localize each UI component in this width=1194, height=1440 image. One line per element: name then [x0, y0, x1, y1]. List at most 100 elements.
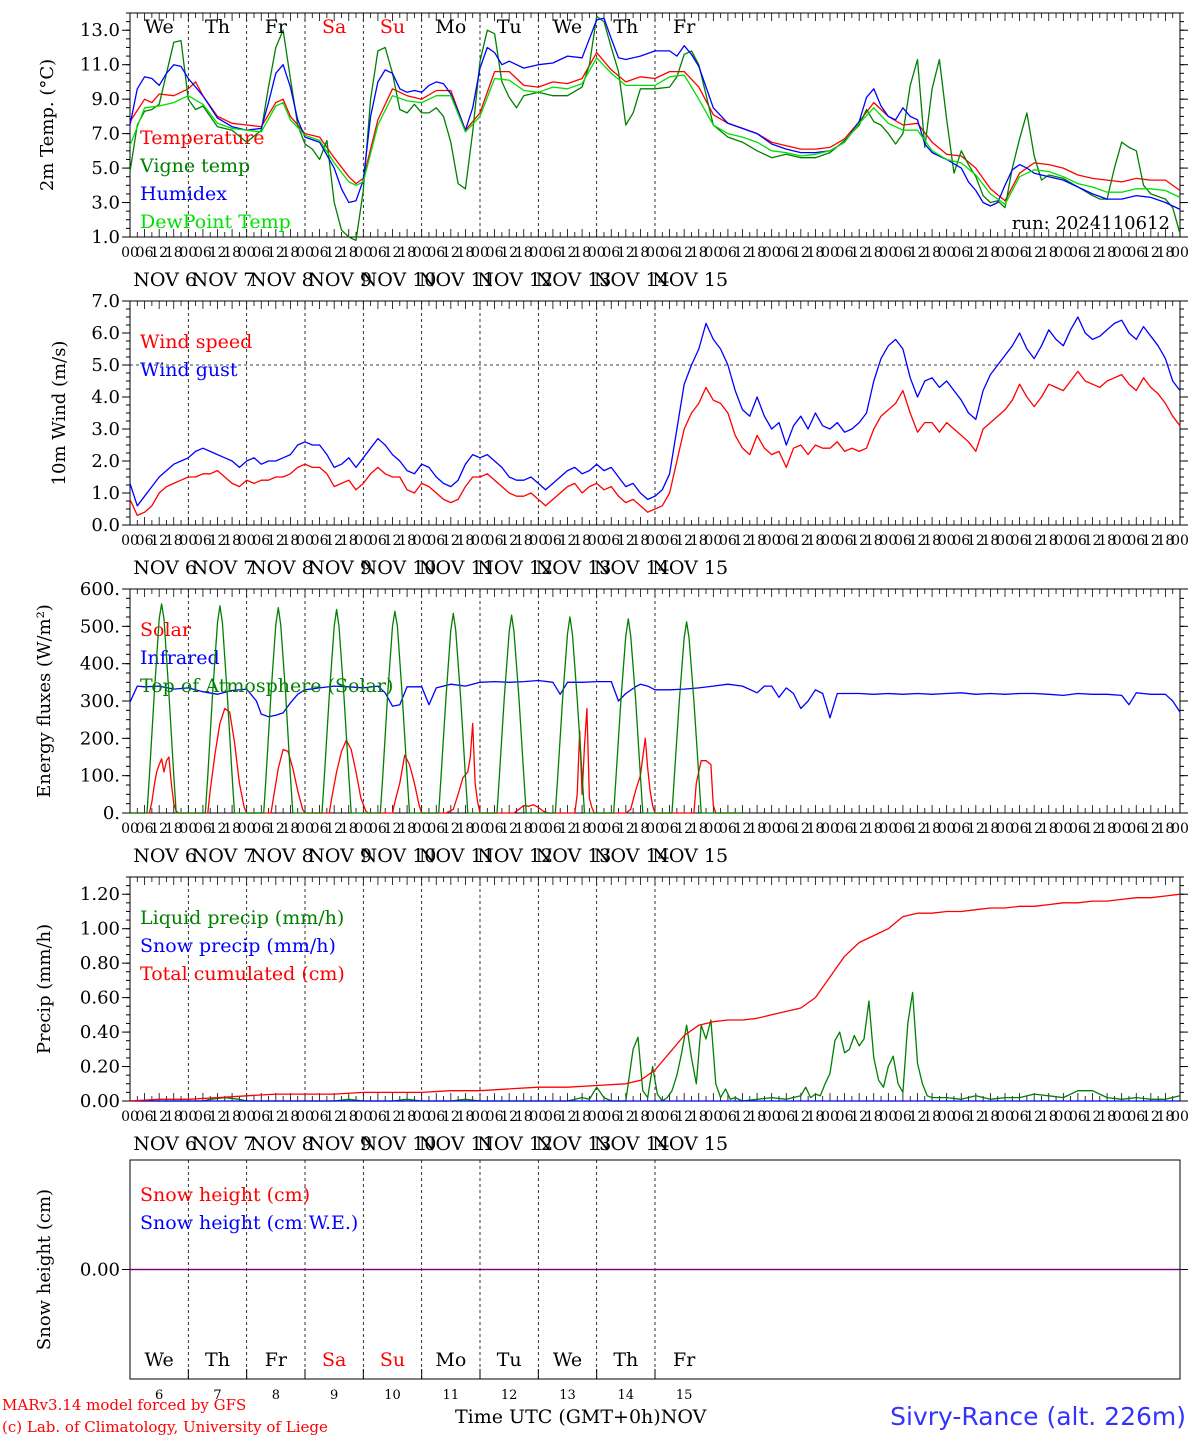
hour-tick-label: 00	[238, 245, 256, 261]
hour-tick-label: 06	[544, 533, 562, 549]
panel-2: 0.0 1.0 2.0 3.0 4.0 5.0 6.0 7.0 10m Wind (m/s) Wi…	[49, 291, 1189, 579]
hour-tick-label: 06	[252, 245, 270, 261]
day-abbr: Mo	[435, 16, 466, 38]
hour-tick-label: 12	[1025, 1109, 1043, 1125]
hour-tick-label: 12	[1142, 1109, 1160, 1125]
hour-tick-label: 18	[573, 1109, 591, 1125]
hour-tick-label: 18	[340, 1109, 358, 1125]
hour-tick-label: 18	[923, 821, 941, 837]
date-label: NOV 10	[361, 269, 437, 291]
hour-tick-label: 00	[646, 821, 664, 837]
hour-tick-label: 00	[938, 821, 956, 837]
hour-tick-label: 12	[967, 533, 985, 549]
hour-tick-label: 06	[1011, 533, 1029, 549]
hour-tick-label: 18	[865, 821, 883, 837]
y-tick-label: 1.0	[91, 483, 120, 504]
hour-tick-label: 12	[1084, 245, 1102, 261]
hour-tick-label: 06	[777, 821, 795, 837]
hour-tick-label: 00	[413, 821, 431, 837]
hour-tick-label: 06	[894, 1109, 912, 1125]
date-label: NOV 10	[361, 1133, 437, 1155]
hour-tick-label: 12	[617, 245, 635, 261]
hour-tick-label: 00	[179, 533, 197, 549]
hour-tick-label: 06	[661, 1109, 679, 1125]
day-abbr: Mo	[435, 1349, 466, 1371]
hour-tick-label: 12	[500, 821, 518, 837]
hour-tick-label: 12	[442, 821, 460, 837]
hour-tick-label: 00	[354, 1109, 372, 1125]
hour-tick-label: 06	[544, 1109, 562, 1125]
y-tick-label: 13.0	[80, 20, 120, 41]
y-tick-label: 7.0	[91, 124, 120, 145]
hour-tick-label: 06	[952, 1109, 970, 1125]
panel-3: 0. 100. 200. 300. 400. 500. 600. Energy fluxes …	[34, 579, 1189, 867]
hour-tick-label: 06	[836, 821, 854, 837]
hour-tick-label: 06	[1011, 821, 1029, 837]
hour-tick-label: 00	[763, 245, 781, 261]
hour-tick-label: 00	[588, 1109, 606, 1125]
hour-tick-label: 12	[325, 821, 343, 837]
hour-tick-label: 00	[529, 245, 547, 261]
hour-tick-label: 06	[1127, 533, 1145, 549]
y-tick-label: 9.0	[91, 89, 120, 110]
panel-5: 0.00 Snow height (cm) Snow height (cm) Snow…	[34, 1159, 1188, 1403]
hour-tick-label: 00	[1171, 821, 1189, 837]
date-label: NOV 8	[250, 845, 314, 867]
hour-tick-label: 00	[588, 245, 606, 261]
legend-entry: Solar	[140, 619, 192, 641]
hour-tick-label: 06	[952, 821, 970, 837]
hour-tick-label: 00	[238, 533, 256, 549]
series-line-dewpoint-temp	[129, 57, 1181, 205]
hour-tick-label: 06	[544, 821, 562, 837]
chart-panels: 1.0 3.0 5.0 7.0 9.0 11.0 13.0 2m Temp. (°C) Temp…	[34, 12, 1189, 1403]
hour-tick-label: 06	[194, 1109, 212, 1125]
hour-tick-label: 12	[267, 533, 285, 549]
hour-tick-label: 00	[821, 245, 839, 261]
hour-tick-label: 18	[282, 1109, 300, 1125]
y-tick-label: 100.	[80, 766, 120, 787]
hour-tick-label: 06	[427, 245, 445, 261]
hour-tick-label: 00	[413, 1109, 431, 1125]
date-label: NOV 12	[477, 845, 553, 867]
date-label: NOV 15	[652, 1133, 728, 1155]
hour-tick-label: 06	[252, 1109, 270, 1125]
date-label: NOV 14	[594, 269, 670, 291]
hour-tick-label: 12	[617, 821, 635, 837]
date-number: 11	[443, 1388, 460, 1403]
y-tick-label: 6.0	[91, 323, 120, 344]
hour-tick-label: 18	[807, 821, 825, 837]
hour-tick-label: 00	[529, 533, 547, 549]
series-line-wind-speed	[129, 370, 1181, 517]
day-abbr: Su	[380, 1349, 405, 1371]
hour-tick-label: 00	[763, 1109, 781, 1125]
panel-1: 1.0 3.0 5.0 7.0 9.0 11.0 13.0 2m Temp. (°C) Temp…	[37, 12, 1189, 291]
hour-tick-label: 12	[500, 1109, 518, 1125]
hour-tick-label: 06	[369, 533, 387, 549]
date-label: NOV 15	[652, 845, 728, 867]
hour-tick-label: 06	[894, 533, 912, 549]
hour-tick-label: 06	[486, 245, 504, 261]
hour-tick-label: 00	[704, 1109, 722, 1125]
hour-tick-label: 18	[1040, 1109, 1058, 1125]
hour-tick-label: 18	[865, 533, 883, 549]
hour-tick-label: 18	[690, 533, 708, 549]
hour-tick-label: 12	[559, 533, 577, 549]
hour-tick-label: 18	[282, 821, 300, 837]
y-tick-label: 0.20	[80, 1057, 120, 1078]
hour-tick-label: 12	[384, 1109, 402, 1125]
hour-tick-label: 00	[704, 533, 722, 549]
hour-tick-label: 06	[777, 533, 795, 549]
hour-tick-label: 18	[690, 245, 708, 261]
hour-tick-label: 06	[369, 821, 387, 837]
hour-tick-label: 12	[734, 533, 752, 549]
y-tick-label: 200.	[80, 728, 120, 749]
hour-tick-label: 00	[1171, 245, 1189, 261]
hour-tick-label: 12	[909, 821, 927, 837]
hour-tick-label: 18	[573, 533, 591, 549]
hour-tick-label: 06	[544, 245, 562, 261]
hour-tick-label: 18	[223, 1109, 241, 1125]
legend-entry: Infrared	[140, 647, 220, 669]
hour-tick-label: 00	[413, 245, 431, 261]
hour-tick-label: 00	[588, 821, 606, 837]
hour-tick-label: 12	[1025, 245, 1043, 261]
